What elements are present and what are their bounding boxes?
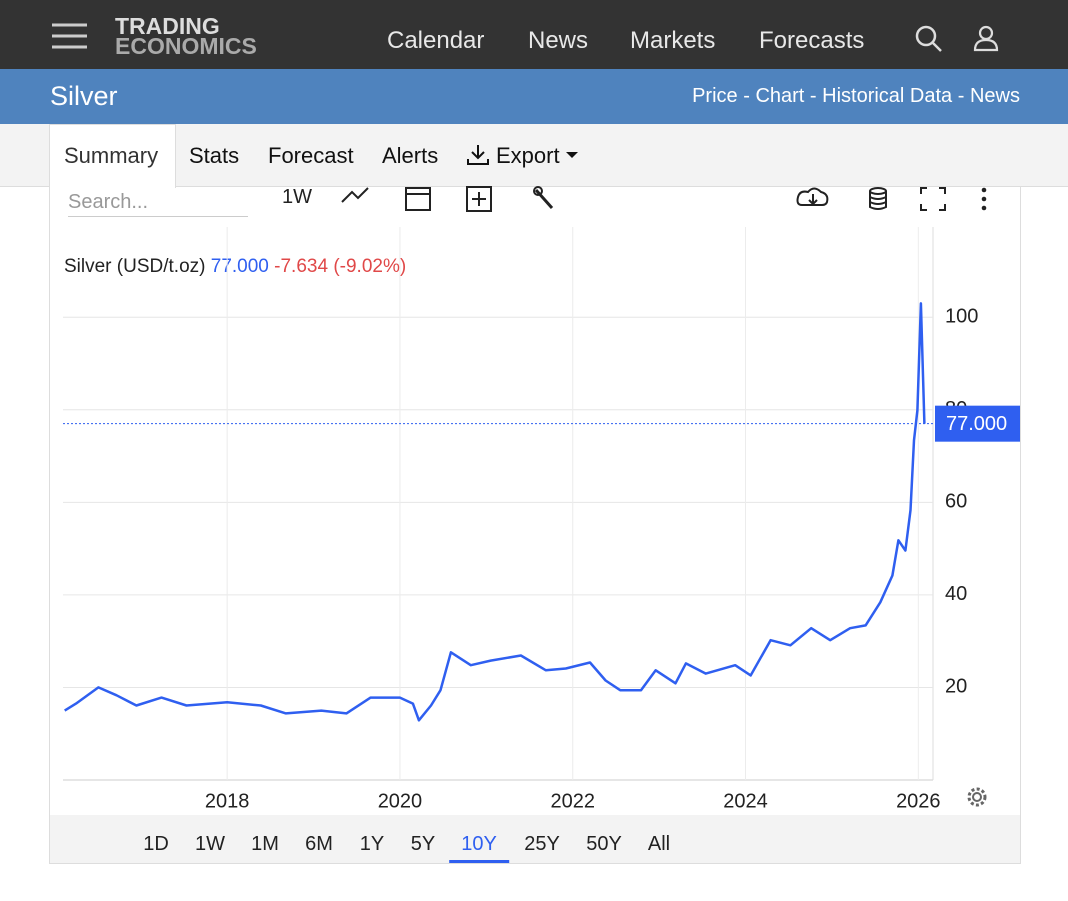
search-icon[interactable]: [915, 25, 943, 53]
range-button[interactable]: 5Y: [410, 833, 436, 855]
sub-link[interactable]: Historical Data: [822, 85, 953, 107]
quote-price: 77.000: [210, 256, 269, 277]
logo-line: ECONOMICS: [115, 33, 257, 59]
range-button[interactable]: 1D: [143, 833, 169, 855]
nav-link[interactable]: Markets: [630, 27, 716, 54]
range-button[interactable]: 1W: [195, 833, 225, 855]
user-icon[interactable]: [972, 24, 1000, 52]
separator: -: [957, 85, 965, 107]
y-tick-label: 20: [945, 676, 967, 698]
range-button[interactable]: 6M: [305, 833, 333, 855]
x-tick-label: 2026: [896, 790, 941, 812]
chart-panel: [49, 186, 1021, 864]
quote-change: -7.634: [274, 256, 329, 277]
page-title: Silver: [50, 81, 118, 111]
quote-change-pct: (-9.02%): [333, 256, 407, 277]
range-bar: [50, 815, 1020, 863]
menu-icon[interactable]: [52, 22, 88, 50]
sub-link[interactable]: News: [969, 85, 1020, 107]
tab[interactable]: Alerts: [382, 143, 439, 168]
quote-legend: Silver (USD/t.oz) 77.000 -7.634 (-9.02%): [64, 256, 407, 278]
settings-icon[interactable]: [967, 787, 987, 807]
y-tick-label: 40: [945, 583, 967, 605]
tab[interactable]: Summary: [64, 143, 159, 168]
logo[interactable]: TRADING ECONOMICS: [115, 13, 257, 59]
tab[interactable]: Forecast: [268, 143, 354, 168]
y-tick-label: 60: [945, 491, 967, 513]
range-button[interactable]: 50Y: [586, 833, 622, 855]
y-tick-label: 100: [945, 306, 978, 328]
range-button[interactable]: 1Y: [359, 833, 385, 855]
tabs-bar: [0, 124, 1068, 187]
range-button[interactable]: 25Y: [524, 833, 560, 855]
x-tick-label: 2022: [550, 790, 595, 812]
sub-nav: Price - Chart - Historical Data - News: [692, 85, 1020, 108]
tab[interactable]: Export: [496, 143, 560, 168]
separator: -: [743, 85, 750, 107]
last-price-box: [935, 405, 1020, 442]
logo-line: TRADING: [115, 13, 220, 39]
caret: [566, 152, 578, 158]
price-line-series: [64, 302, 926, 722]
separator: -: [809, 85, 817, 107]
export-icon: [467, 145, 489, 165]
nav-link[interactable]: Forecasts: [759, 27, 865, 54]
interval-button[interactable]: 1W: [282, 186, 312, 208]
nav-link[interactable]: Calendar: [387, 27, 485, 54]
sub-link[interactable]: Chart: [755, 85, 805, 107]
x-tick-label: 2020: [378, 790, 423, 812]
range-button[interactable]: All: [647, 833, 671, 855]
last-price-label: 77.000: [946, 413, 1007, 435]
toolbar-icons: [341, 186, 987, 212]
x-tick-label: 2024: [723, 790, 768, 812]
range-button[interactable]: 1M: [251, 833, 279, 855]
top-bar: TRADING ECONOMICS Calendar News Markets …: [0, 0, 1068, 69]
sub-link[interactable]: Price: [692, 85, 738, 107]
search-input[interactable]: Search...: [68, 191, 248, 217]
range-button[interactable]: 10Y: [449, 833, 509, 863]
active-tab: [49, 124, 176, 188]
tab[interactable]: Stats: [189, 143, 240, 168]
x-tick-label: 2018: [205, 790, 250, 812]
title-bar: Silver Price - Chart - Historical Data -…: [0, 69, 1068, 124]
nav-link[interactable]: News: [528, 27, 589, 54]
quote-name: Silver (USD/t.oz): [64, 256, 206, 277]
